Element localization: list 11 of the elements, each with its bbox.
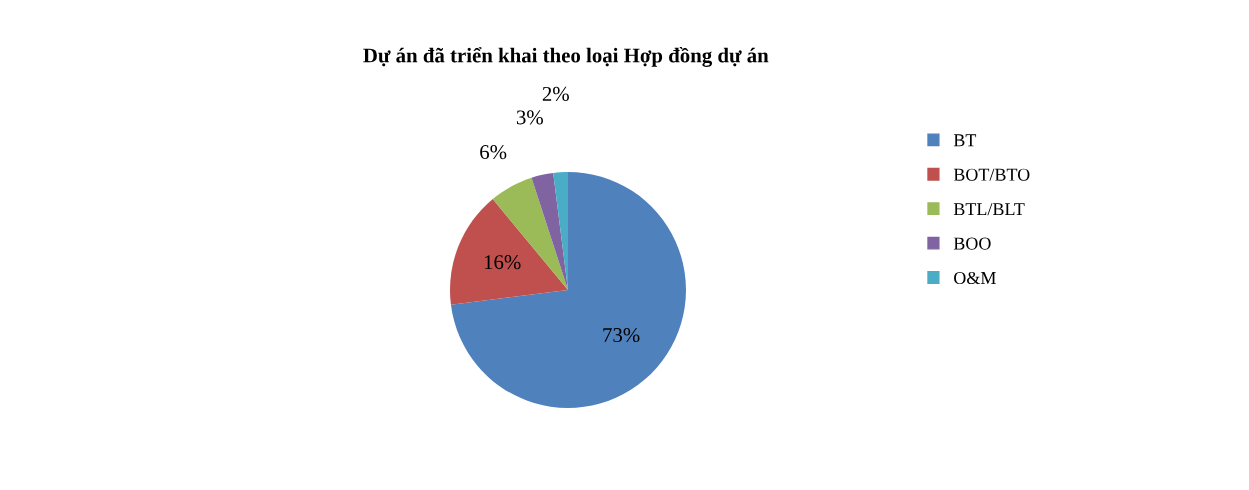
data-label: 3% [516, 110, 543, 125]
legend-label: BOO [953, 237, 991, 250]
data-label: 73% [603, 327, 640, 343]
legend-label: BTL/BLT [953, 203, 1025, 216]
data-label: 6% [480, 145, 507, 160]
legend-label: BOT/BTO [953, 168, 1030, 181]
legend-label: O&M [954, 271, 996, 285]
legend-label: BT [953, 134, 977, 147]
chart-title: Dự án đã triển khai theo loại Hợp đồng dự án [363, 47, 769, 67]
data-label: 16% [484, 255, 521, 270]
data-label: 2% [542, 86, 569, 101]
